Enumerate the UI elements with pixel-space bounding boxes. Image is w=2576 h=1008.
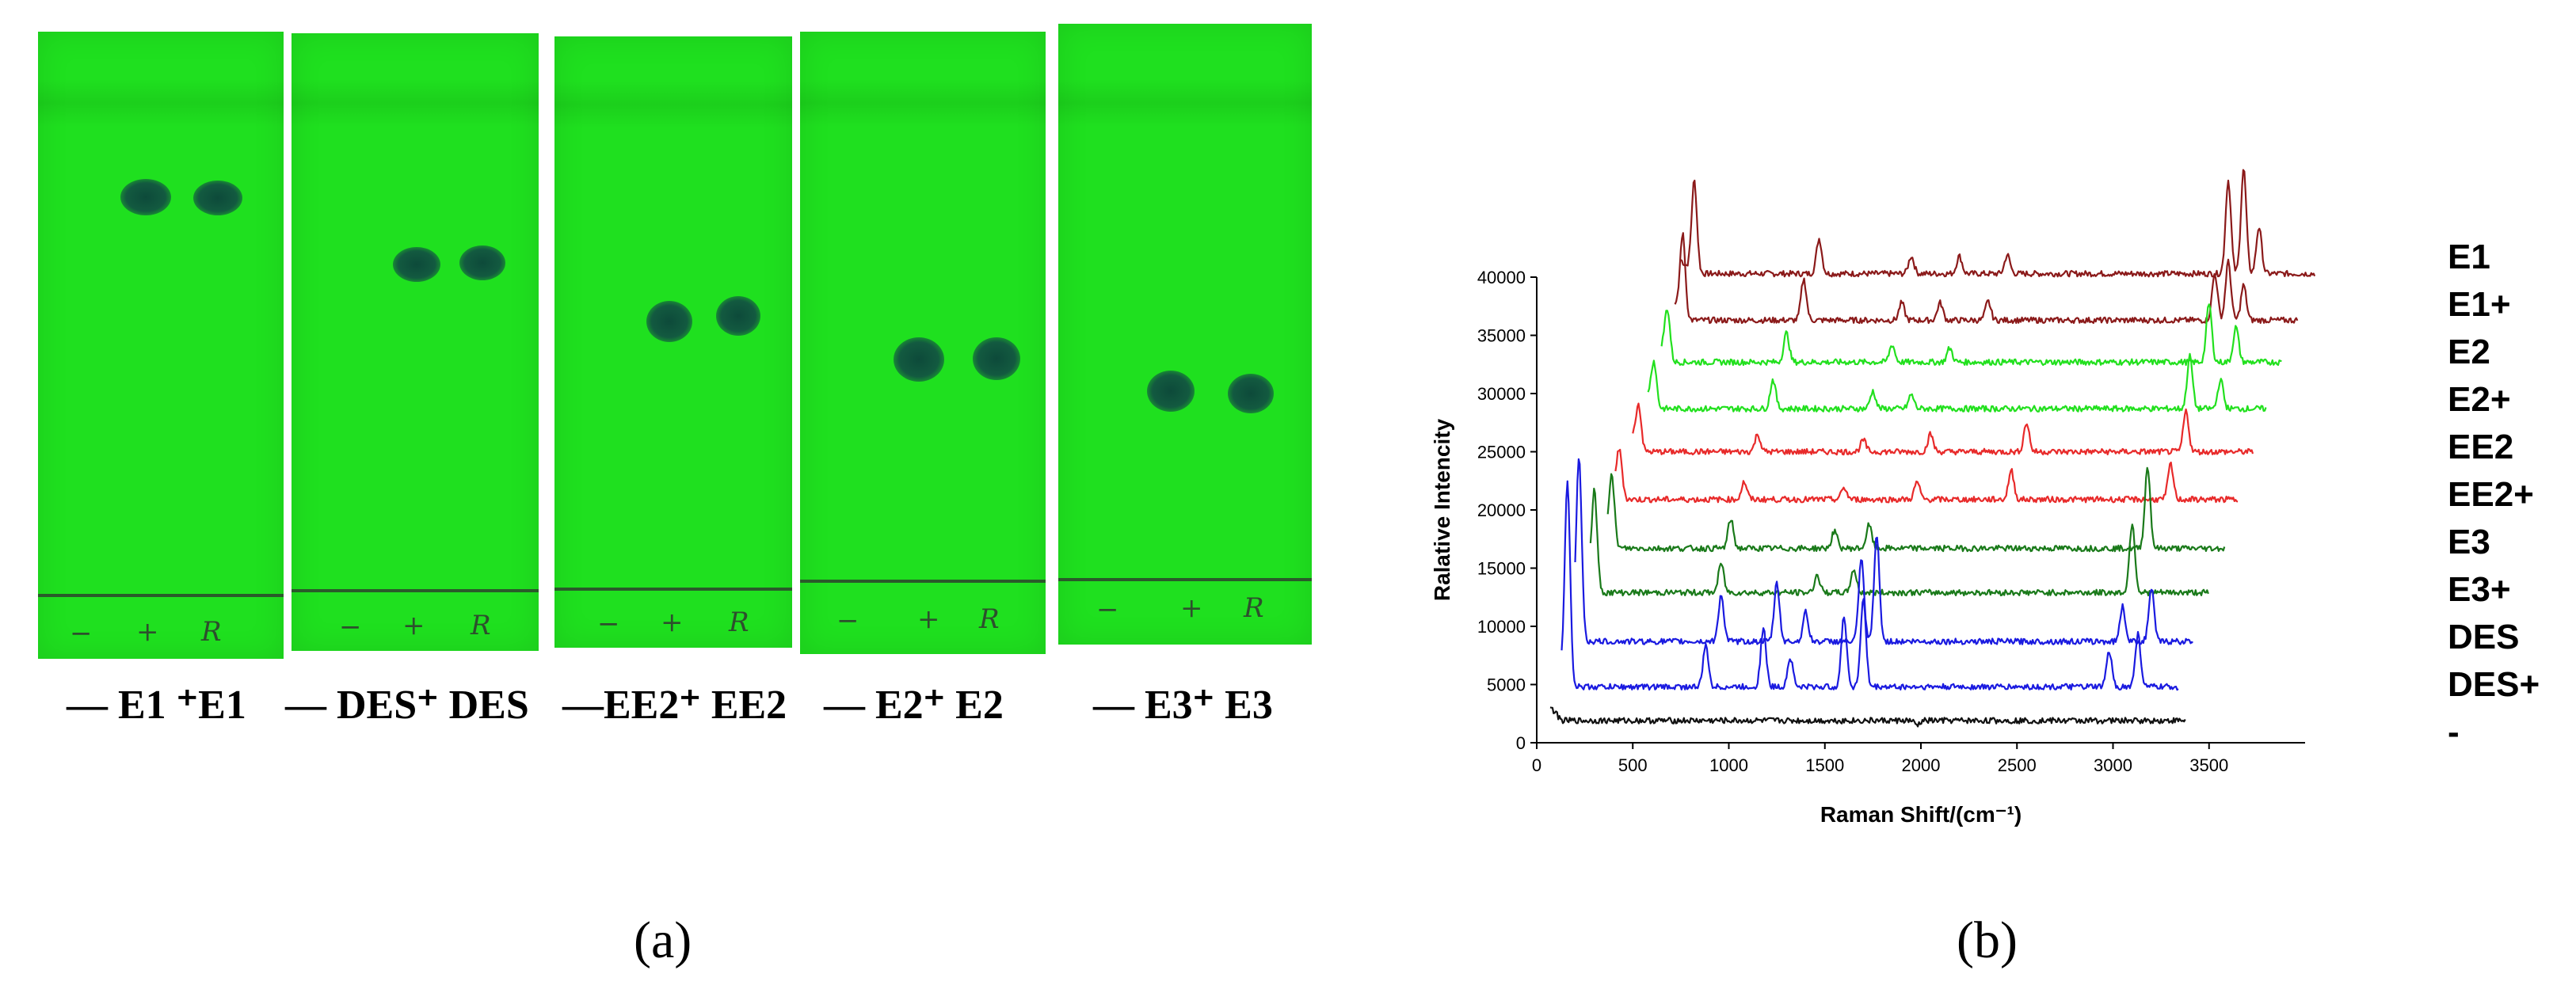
panel-b-label: (b): [1957, 911, 2018, 969]
spectrum-line-des-plus: [1560, 480, 2179, 691]
x-tick-label: 2000: [1902, 755, 1941, 775]
origin-line: [800, 580, 1046, 583]
legend-label-e3: E3: [2448, 523, 2490, 561]
solvent-front: [292, 79, 539, 127]
origin-line: [38, 594, 284, 597]
pencil-mark-r: R: [729, 607, 749, 638]
pencil-mark-r: R: [979, 603, 1000, 635]
solvent-front: [554, 81, 792, 128]
raman-chart: 0500010000150002000025000300003500040000…: [1430, 169, 2316, 827]
pencil-mark-plus: +: [1180, 592, 1203, 624]
pencil-mark-r: R: [201, 616, 222, 648]
x-tick-label: 3000: [2094, 755, 2132, 775]
y-tick-label: 30000: [1477, 384, 1526, 404]
legend-label-ee2-plus: EE2+: [2448, 475, 2534, 514]
pencil-mark-plus: +: [402, 610, 425, 641]
spectrum-line-des: [1574, 458, 2193, 645]
spot-e2-plus: [894, 337, 944, 382]
legend-label-e1: E1: [2448, 238, 2490, 276]
y-axis-label: Ralative Intencity: [1430, 418, 1454, 601]
spectrum-line-e3-plus: [1589, 487, 2209, 597]
y-tick-label: 40000: [1477, 268, 1526, 287]
legend-label-des: DES: [2448, 618, 2520, 656]
plate-caption-ee2: —EE2⁺ EE2: [562, 683, 787, 728]
tlc-plate-des: − + R: [292, 33, 539, 651]
spectrum-line-blank: [1549, 706, 2186, 728]
pencil-mark-plus: +: [661, 607, 684, 638]
spot-e3: [1228, 374, 1274, 413]
y-tick-label: 25000: [1477, 443, 1526, 462]
pencil-mark-plus: +: [917, 603, 940, 635]
plate-caption-e2: — E2⁺ E2: [824, 683, 1004, 728]
pencil-mark-minus: −: [1096, 594, 1119, 626]
legend-label-blank: -: [2448, 713, 2460, 751]
pencil-mark-minus: −: [70, 618, 93, 649]
legend-label-e2-plus: E2+: [2448, 380, 2511, 419]
tlc-plate-e2: − + R: [800, 32, 1046, 654]
pencil-mark-minus: −: [339, 611, 362, 643]
y-tick-label: 15000: [1477, 559, 1526, 579]
pencil-mark-minus: −: [836, 605, 859, 637]
y-tick-label: 20000: [1477, 500, 1526, 520]
tlc-plate-e1: − + R: [38, 32, 284, 659]
spectrum-line-e2: [1660, 303, 2282, 367]
x-tick-label: 500: [1618, 755, 1648, 775]
spot-e1: [193, 181, 242, 215]
legend-label-ee2: EE2: [2448, 428, 2514, 466]
spectrum-line-e1-plus: [1674, 232, 2299, 325]
spectrum-line-e3: [1606, 466, 2226, 553]
pencil-mark-r: R: [471, 610, 491, 641]
pencil-mark-plus: +: [136, 616, 159, 648]
legend-label-e3-plus: E3+: [2448, 570, 2511, 609]
y-tick-label: 0: [1516, 733, 1526, 753]
y-tick-label: 35000: [1477, 326, 1526, 346]
spectrum-line-ee2: [1632, 402, 2254, 456]
spot-e3-plus: [1147, 371, 1195, 412]
plate-caption-e1: — E1 ⁺E1: [67, 683, 246, 728]
solvent-front: [1058, 79, 1312, 127]
y-tick-label: 10000: [1477, 617, 1526, 637]
solvent-front: [38, 79, 284, 127]
spectrum-line-ee2-plus: [1614, 448, 2239, 504]
tlc-plate-e3: − + R: [1058, 24, 1312, 645]
plate-caption-des: — DES⁺ DES: [285, 683, 529, 728]
x-tick-label: 2500: [1998, 755, 2037, 775]
spot-ee2-plus: [646, 301, 692, 342]
panel-a-label: (a): [634, 911, 692, 969]
legend-label-des-plus: DES+: [2448, 665, 2540, 704]
plate-caption-e3: — E3⁺ E3: [1093, 683, 1273, 728]
origin-line: [1058, 578, 1312, 581]
pencil-mark-minus: −: [597, 608, 620, 640]
legend-label-e1-plus: E1+: [2448, 285, 2511, 324]
spectrum-line-e2-plus: [1647, 352, 2267, 413]
x-tick-label: 3500: [2189, 755, 2228, 775]
spectrum-line-e1: [1680, 169, 2316, 278]
spot-des: [459, 245, 505, 280]
spot-des-plus: [393, 247, 440, 282]
y-tick-label: 5000: [1487, 675, 1526, 695]
spot-e2: [973, 337, 1020, 380]
spot-ee2: [716, 296, 760, 336]
x-tick-label: 0: [1532, 755, 1541, 775]
solvent-front: [800, 79, 1046, 127]
x-tick-label: 1500: [1805, 755, 1844, 775]
spot-e1-plus: [120, 179, 171, 215]
tlc-plate-ee2: − + R: [554, 36, 792, 648]
pencil-mark-r: R: [1244, 592, 1264, 624]
origin-line: [292, 589, 539, 592]
origin-line: [554, 588, 792, 591]
x-tick-label: 1000: [1709, 755, 1748, 775]
x-axis-label: Raman Shift/(cm⁻¹): [1820, 802, 2022, 827]
legend-label-e2: E2: [2448, 333, 2490, 371]
